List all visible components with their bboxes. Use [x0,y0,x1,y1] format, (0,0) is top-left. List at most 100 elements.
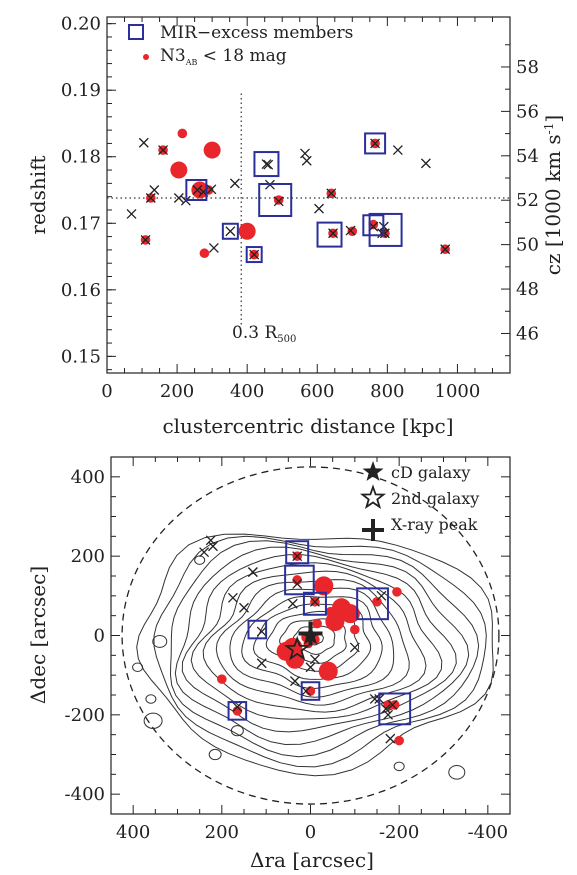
contour-blob [194,555,206,565]
top-y-tick-label: 0.16 [61,280,101,301]
bottom-mir-square [284,564,315,596]
contour-line [174,546,470,746]
bottom-member-dot [312,618,322,629]
top-x-tick-label: 200 [160,381,194,402]
bottom-mir-square [356,587,389,621]
legend-plus-icon [362,519,384,541]
bottom-bright-dot [340,604,360,624]
top-cross-marker [328,228,338,239]
contour-line [292,625,336,655]
bottom-mir-square [378,692,412,726]
top-cross-marker [249,249,260,260]
contour-blob [143,712,163,729]
bottom-x-tick-label: -400 [468,822,508,843]
bottom-member-dot [350,624,360,635]
top-cross-marker [420,158,431,169]
top-cross-marker [145,193,156,203]
top-xlabel: clustercentric distance [kpc] [162,414,453,438]
bottom-cross-marker [305,662,316,673]
bottom-cross-marker [376,590,387,601]
top-cross-marker [370,138,381,149]
top-marks [126,128,451,264]
second-galaxy-star-icon [284,635,311,661]
contour-line [229,587,395,698]
bottom-panel: 400 200 0 -200 -400 -400 -200 0 200 400 Δra [arcs… [26,456,511,872]
bottom-member-dot [394,735,404,746]
top-cross-marker [149,185,160,195]
top-bright-dot [203,141,221,159]
legend-cd-label: cD galaxy [391,463,470,482]
legend-n3-sub: AB [185,58,198,67]
bottom-x-tick-label: 200 [205,822,239,843]
bottom-cross-marker [247,567,258,577]
bottom-cross-marker [349,642,360,653]
bottom-mir-square [227,701,248,721]
r500-dashed-circle [121,466,500,805]
bottom-member-dot [372,596,382,607]
top-y2-tick-label: 56 [516,101,539,122]
bottom-cross-marker [309,596,320,607]
top-x-tick-label: 0 [101,381,112,402]
top-cross-marker [206,184,217,195]
top-mir-square [245,246,263,264]
bottom-cross-marker [301,686,312,696]
top-cross-marker [440,244,451,255]
contour-blob [208,748,222,761]
top-panel: 0 200 400 600 800 1000 0.15 0.16 0.17 0.18 0.19 0.2… [26,14,565,438]
top-bright-dot [191,181,209,199]
top-mir-square [368,212,403,247]
top-y-tick-label: 0.18 [61,147,101,168]
contour-blob [132,662,144,672]
contour-blob [152,635,168,648]
top-member-dot [199,248,210,259]
legend-open-star-icon [359,484,387,510]
top-x-tick-label: 1000 [435,381,481,402]
contour-line [136,533,494,777]
top-cross-marker [301,155,312,166]
contour-blob [448,765,466,780]
bottom-y-tick-label: -400 [65,784,105,805]
top-y2-tick-label: 46 [516,323,539,344]
contour-map [121,466,500,805]
top-mir-square [258,182,293,217]
bottom-bright-dot [314,576,334,596]
legend-mir-label: MIR−excess members [160,23,353,43]
bottom-cross-marker [292,551,303,562]
bottom-cross-marker [385,733,396,744]
bottom-y-tick-label: 200 [71,546,105,567]
bottom-x-tick-label: 400 [116,822,150,843]
bottom-cross-marker [380,703,391,714]
top-mir-square [185,179,208,202]
top-cross-marker [140,234,151,245]
top-cross-marker [208,242,219,253]
top-cross-marker [300,148,310,159]
top-bright-dot [170,161,188,179]
top-ylabel: redshift [26,155,50,234]
bottom-bright-dot [318,661,338,681]
bottom-cross-marker [199,547,210,558]
contour-blob [145,694,157,704]
top-mir-square [316,221,343,248]
bottom-cross-marker [287,598,298,609]
bottom-mir-square [300,681,321,701]
bottom-xlabel: Δra [arcsec] [250,848,374,872]
contour-line [241,596,383,690]
top-y2-tick-label: 48 [516,279,539,300]
top-bright-dot [238,222,256,240]
top-mir-square [253,151,280,178]
top-cross-marker [229,178,240,189]
top-member-dot [273,195,284,205]
bottom-marks [199,535,412,746]
bottom-cross-marker [239,602,249,613]
legend-xray-label: X-ray peak [391,515,478,534]
top-annotation-sub: 500 [277,334,296,345]
top-cross-marker [126,209,137,219]
top-member-dot [368,219,379,230]
top-cross-marker [158,145,169,156]
bottom-member-dot [392,587,402,597]
top-cross-marker [314,203,324,214]
bottom-cross-marker [290,676,300,687]
top-cross-marker [225,226,236,237]
contour-line [252,603,372,680]
top-cross-marker [263,159,274,170]
